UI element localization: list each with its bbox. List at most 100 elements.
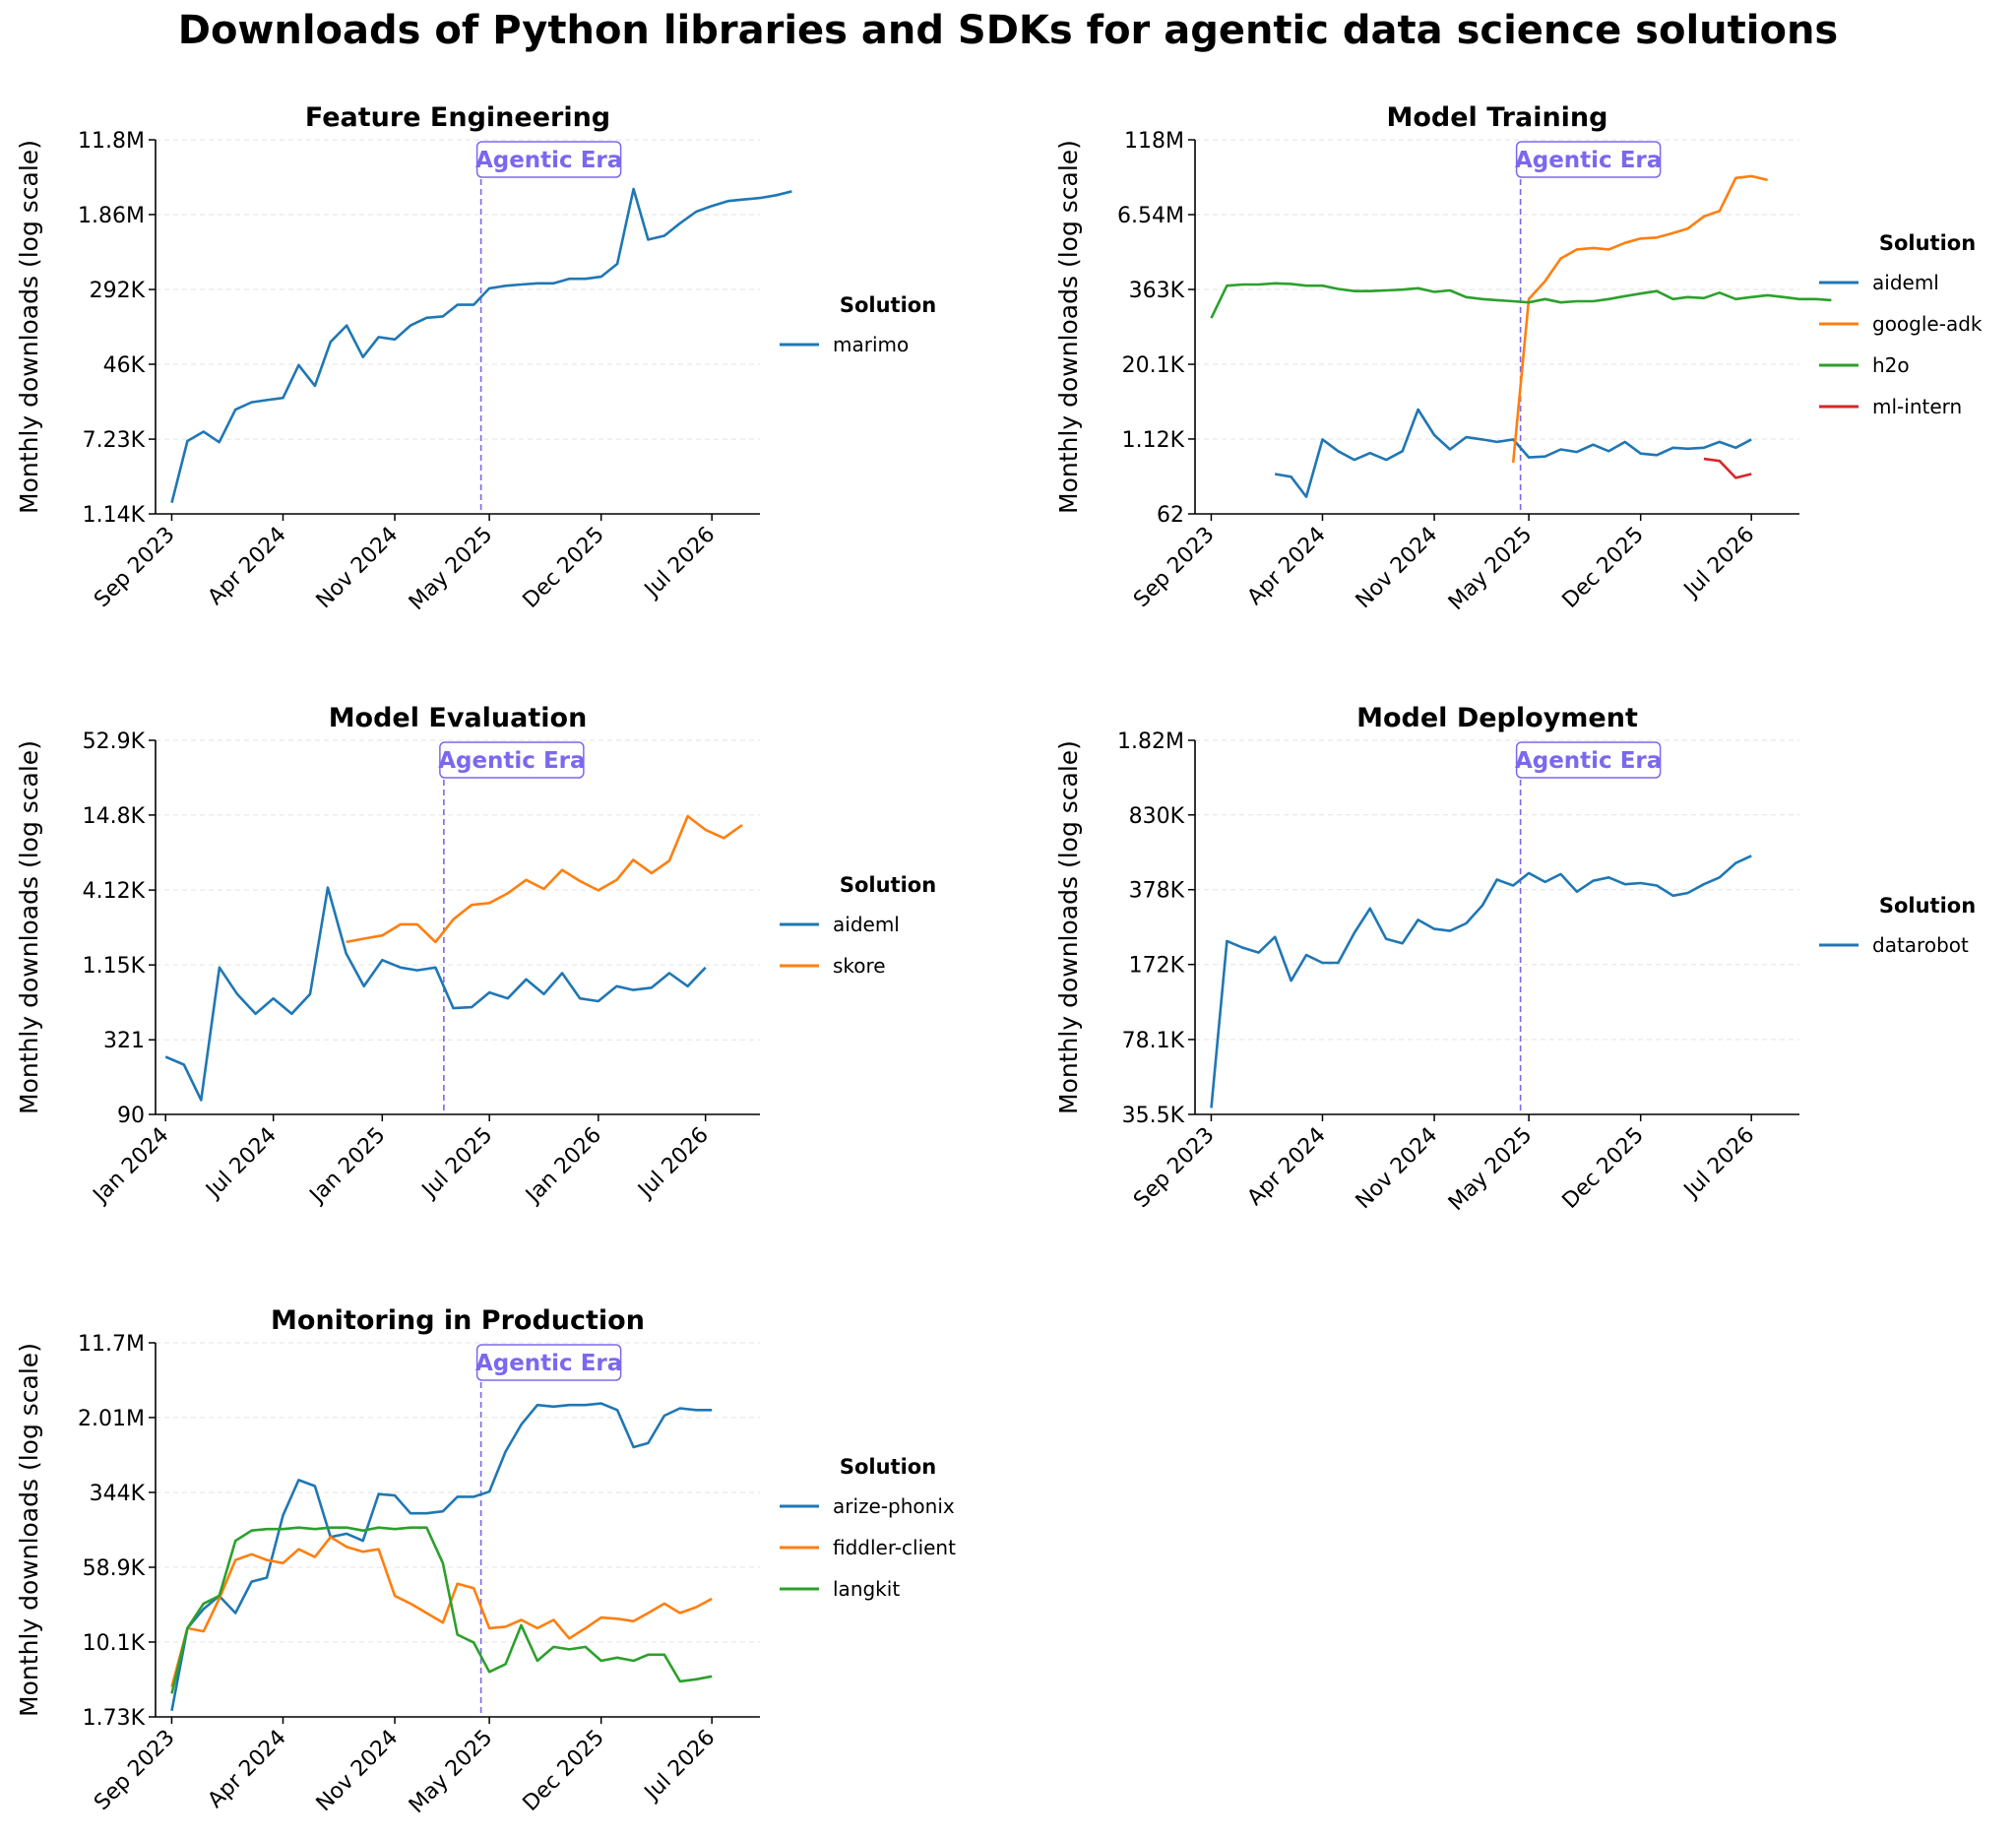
panel-title: Model Deployment: [1356, 703, 1638, 733]
series-line-ml-intern: [1703, 457, 1752, 479]
y-tick-label: 14.8K: [83, 804, 146, 829]
y-tick-label: 11.8M: [78, 129, 145, 154]
x-tick-label: Dec 2025: [1558, 523, 1649, 613]
legend-title: Solution: [840, 293, 936, 317]
x-tick-label: Sep 2023: [90, 523, 180, 613]
legend-item: ml-intern: [1872, 395, 1962, 418]
x-tick-label: Apr 2024: [204, 523, 291, 610]
y-tick-label: 46K: [103, 353, 146, 378]
chart-md: Model Deployment 35.5K 78.1K 172K 378K 830K 1.…: [1054, 703, 1976, 1216]
x-tick-label: Jul 2025: [416, 1123, 497, 1204]
legend-title: Solution: [840, 1455, 936, 1479]
y-tick-label: 118M: [1124, 129, 1184, 154]
agentic-era-box: [475, 1344, 622, 1381]
legend-item: aideml: [833, 913, 900, 936]
series-line-aideml: [164, 886, 707, 1102]
x-tick-label: May 2025: [1444, 1123, 1537, 1216]
x-tick-label: Jul 2026: [1678, 1123, 1759, 1204]
chart-me: Model Evaluation 90 321 1.15K 4.12K 14.8K 52.9…: [15, 703, 936, 1209]
y-tick-label: 6.54M: [1117, 204, 1184, 228]
legend-item: langkit: [833, 1577, 900, 1601]
y-tick-label: 2.01M: [78, 1407, 145, 1431]
x-tick-label: Jul 2026: [639, 523, 720, 603]
y-tick-label: 321: [103, 1029, 145, 1053]
y-tick-label: 830K: [1129, 804, 1185, 829]
y-tick-label: 292K: [90, 279, 146, 303]
y-tick-label: 11.7M: [78, 1332, 145, 1357]
legend-item: aideml: [1872, 271, 1939, 294]
x-tick-label: Nov 2024: [312, 523, 404, 614]
series-line-skore: [346, 814, 743, 944]
agentic-era-label: Agentic Era: [475, 1351, 622, 1376]
x-tick-label: Nov 2024: [312, 1726, 404, 1817]
x-tick-label: Jan 2026: [520, 1123, 606, 1210]
agentic-era-box: [1515, 141, 1662, 178]
legend-item: h2o: [1872, 353, 1910, 377]
y-tick-label: 78.1K: [1122, 1029, 1185, 1053]
chart-mp: Monitoring in Production 1.73K 10.1K 58.9K 3…: [15, 1305, 956, 1818]
legend-item: google-adk: [1872, 312, 1983, 336]
x-tick-label: May 2025: [405, 1726, 497, 1818]
agentic-era-box: [1515, 741, 1662, 779]
y-tick-label: 1.15K: [83, 954, 146, 979]
x-tick-label: Dec 2025: [519, 523, 609, 613]
x-tick-label: May 2025: [1444, 523, 1537, 615]
x-tick-label: Dec 2025: [519, 1726, 609, 1816]
x-tick-label: Apr 2024: [204, 1726, 291, 1813]
x-tick-label: Jan 2025: [304, 1123, 391, 1210]
y-tick-label: 7.23K: [83, 428, 146, 453]
x-tick-label: Sep 2023: [1129, 523, 1220, 613]
agentic-era-label: Agentic Era: [438, 748, 585, 774]
y-tick-label: 172K: [1129, 954, 1185, 979]
legend-item: datarobot: [1872, 933, 1969, 957]
y-tick-label: 20.1K: [1122, 353, 1185, 378]
x-tick-label: Jul 2024: [201, 1123, 282, 1204]
chart-fe: Feature Engineering 1.14K 7.23K 46K 292K 1.86…: [15, 102, 936, 615]
y-tick-label: 1.82M: [1117, 729, 1184, 754]
y-tick-label: 4.12K: [83, 879, 146, 904]
y-tick-label: 344K: [90, 1482, 146, 1506]
legend-item: skore: [833, 954, 886, 978]
panel-title: Feature Engineering: [305, 102, 610, 133]
panel-title: Monitoring in Production: [271, 1305, 645, 1336]
x-tick-label: Jul 2026: [1678, 523, 1759, 603]
y-tick-label: 62: [1157, 503, 1184, 528]
y-axis-label: Monthly downloads (log scale): [15, 1343, 43, 1717]
y-tick-label: 58.9K: [83, 1556, 146, 1581]
series-line-aideml: [1274, 408, 1752, 498]
x-tick-label: Apr 2024: [1243, 523, 1331, 610]
legend-title: Solution: [840, 873, 936, 897]
y-tick-label: 10.1K: [83, 1631, 146, 1656]
y-axis-label: Monthly downloads (log scale): [15, 140, 43, 514]
y-tick-label: 35.5K: [1122, 1104, 1185, 1128]
agentic-era-box: [475, 141, 622, 178]
series-line-datarobot: [1210, 855, 1752, 1109]
agentic-era-label: Agentic Era: [475, 148, 622, 173]
x-tick-label: Sep 2023: [90, 1726, 180, 1816]
legend-item: fiddler-client: [833, 1536, 956, 1559]
y-tick-label: 378K: [1129, 879, 1185, 904]
series-line-google-adk: [1511, 174, 1768, 464]
panel-title: Model Training: [1387, 102, 1608, 133]
series-line-marimo: [170, 187, 792, 504]
y-tick-label: 363K: [1129, 279, 1185, 303]
y-tick-label: 1.86M: [78, 204, 145, 228]
y-tick-label: 52.9K: [83, 729, 146, 754]
panel-title: Model Evaluation: [329, 703, 588, 733]
y-tick-label: 1.12K: [1122, 428, 1185, 453]
x-tick-label: Jul 2026: [639, 1726, 720, 1806]
chart-mt: Model Training 62 1.12K 20.1K 363K 6.54M 118M S…: [1054, 102, 1983, 615]
series-line-langkit: [170, 1526, 713, 1694]
legend-title: Solution: [1879, 231, 1976, 255]
x-tick-label: Jan 2024: [88, 1123, 174, 1210]
y-tick-label: 1.14K: [83, 503, 146, 528]
legend-item: arize-phonix: [833, 1494, 955, 1518]
agentic-era-label: Agentic Era: [1515, 748, 1662, 774]
legend-item: marimo: [833, 333, 909, 356]
series-line-arize-phonix: [170, 1402, 713, 1712]
agentic-era-label: Agentic Era: [1515, 148, 1662, 173]
x-tick-label: Jul 2026: [633, 1123, 714, 1204]
y-axis-label: Monthly downloads (log scale): [1054, 740, 1083, 1114]
